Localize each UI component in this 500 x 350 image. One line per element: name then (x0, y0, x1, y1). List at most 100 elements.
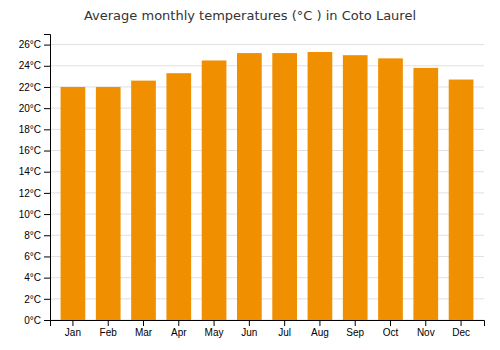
x-tick: Sep (346, 320, 364, 338)
x-tick: Nov (417, 320, 435, 338)
x-tick-mark (284, 320, 285, 326)
x-tick-mark (108, 320, 109, 326)
x-tick: Apr (171, 320, 187, 338)
x-tick-mark (390, 320, 391, 326)
bar (413, 68, 438, 320)
x-tick: Jul (278, 320, 291, 338)
y-tick-mark (44, 45, 50, 46)
bar (378, 58, 403, 320)
bar (131, 81, 156, 320)
x-tick: Oct (383, 320, 399, 338)
y-tick-mark (44, 320, 50, 321)
y-tick: 14°C (19, 166, 50, 177)
x-tick-mark (143, 320, 144, 326)
y-tick-label: 22°C (19, 82, 41, 93)
y-tick: 0°C (24, 315, 50, 326)
y-axis-line (44, 35, 51, 321)
x-tick-label: Dec (452, 327, 470, 338)
y-tick-label: 6°C (24, 251, 41, 262)
x-tick-mark (355, 320, 356, 326)
x-tick-label: Jul (278, 327, 291, 338)
x-tick-label: Sep (346, 327, 364, 338)
x-tick-label: Oct (383, 327, 399, 338)
bar (449, 80, 474, 320)
y-tick-mark (44, 66, 50, 67)
y-tick-label: 0°C (24, 315, 41, 326)
y-tick-mark (44, 108, 50, 109)
y-tick-mark (44, 87, 50, 88)
y-tick-mark (44, 151, 50, 152)
x-tick: Jun (241, 320, 257, 338)
x-tick-mark (72, 320, 73, 326)
x-tick-label: Aug (311, 327, 329, 338)
x-tick-label: May (205, 327, 224, 338)
bar (202, 60, 227, 320)
grid-line (50, 65, 484, 66)
x-tick-mark (461, 320, 462, 326)
y-tick-label: 2°C (24, 294, 41, 305)
y-tick: 4°C (24, 272, 50, 283)
x-tick-label: Jan (65, 327, 81, 338)
bar (343, 55, 368, 320)
x-tick-mark (214, 320, 215, 326)
x-tick: May (205, 320, 224, 338)
y-tick: 26°C (19, 39, 50, 50)
y-tick: 12°C (19, 188, 50, 199)
x-tick: Mar (135, 320, 153, 338)
y-tick: 6°C (24, 251, 50, 262)
y-tick: 24°C (19, 60, 50, 71)
x-tick-mark (178, 320, 179, 326)
bar (237, 53, 262, 320)
y-tick: 20°C (19, 103, 50, 114)
bar (96, 87, 121, 320)
y-tick-label: 18°C (19, 124, 41, 135)
y-tick: 18°C (19, 124, 50, 135)
chart: Jan Feb Mar Apr May Jun Jul Aug Sep Oct Nov Dec 0°C 2… (0, 0, 500, 350)
title: Average monthly temperatures (°C ) in Co… (84, 8, 416, 23)
y-tick-label: 12°C (19, 188, 41, 199)
y-tick-label: 26°C (19, 39, 41, 50)
y-tick-mark (44, 214, 50, 215)
y-tick-label: 4°C (24, 272, 41, 283)
y-tick-label: 8°C (24, 230, 41, 241)
y-tick-mark (44, 299, 50, 300)
y-tick: 10°C (19, 209, 50, 220)
x-tick-mark (425, 320, 426, 326)
x-tick-label: Feb (100, 327, 118, 338)
y-tick: 2°C (24, 294, 50, 305)
y-tick-label: 24°C (19, 60, 41, 71)
x-tick: Jan (65, 320, 81, 338)
x-tick-label: Apr (171, 327, 187, 338)
y-tick-label: 10°C (19, 209, 41, 220)
x-axis: Jan Feb Mar Apr May Jun Jul Aug Sep Oct Nov Dec (51, 320, 485, 338)
y-tick-mark (44, 235, 50, 236)
y-tick: 8°C (24, 230, 50, 241)
y-tick-mark (44, 193, 50, 194)
y-tick-mark (44, 278, 50, 279)
x-tick-mark (249, 320, 250, 326)
y-tick: 16°C (19, 145, 50, 156)
x-axis-line (51, 321, 485, 327)
y-axis: 0°C 2°C 4°C 6°C 8°C 10°C 12°C 14°C 16°C 18°C 20°C 2… (19, 35, 51, 326)
x-tick: Feb (100, 320, 118, 338)
grid-line (50, 44, 484, 45)
bar (272, 53, 297, 320)
x-tick-label: Jun (241, 327, 257, 338)
bar (308, 52, 333, 320)
x-tick-label: Mar (135, 327, 153, 338)
y-tick-label: 20°C (19, 103, 41, 114)
y-tick-label: 16°C (19, 145, 41, 156)
y-tick-label: 14°C (19, 166, 41, 177)
bar (61, 87, 86, 320)
plot-area (61, 52, 474, 320)
y-tick-mark (44, 172, 50, 173)
grid (50, 45, 484, 320)
bar (166, 73, 191, 320)
y-tick-mark (44, 256, 50, 257)
x-tick: Aug (311, 320, 329, 338)
y-tick-mark (44, 129, 50, 130)
x-tick: Dec (452, 320, 470, 338)
x-tick-mark (319, 320, 320, 326)
y-tick: 22°C (19, 82, 50, 93)
x-tick-label: Nov (417, 327, 435, 338)
